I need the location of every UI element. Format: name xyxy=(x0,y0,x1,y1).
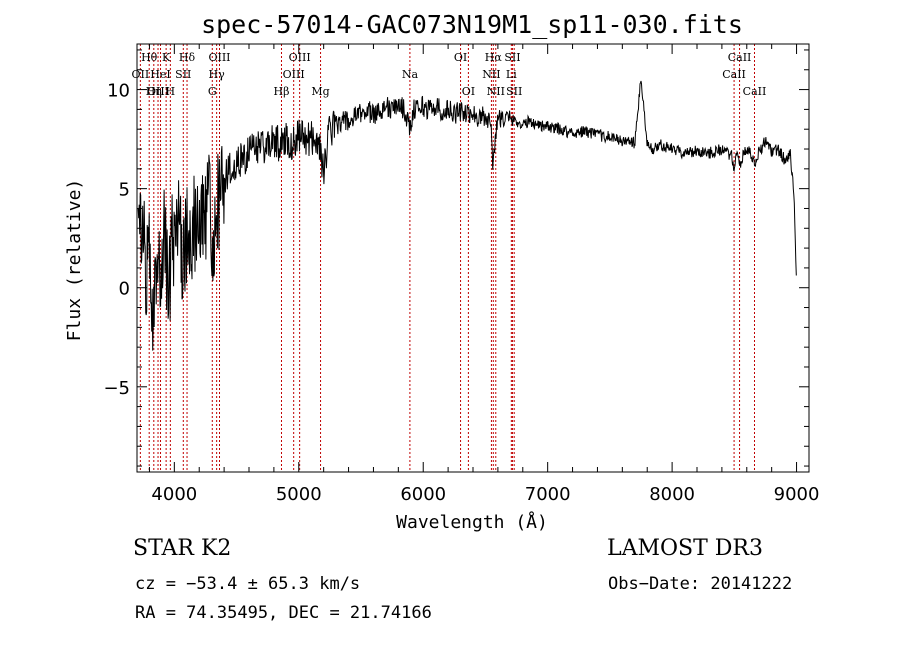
spectral-line-label-4: K xyxy=(162,51,171,64)
spectral-line-label-25: CaII xyxy=(728,51,752,64)
spectral-line-label-10: Hγ xyxy=(209,68,226,81)
x-tick-label-6000: 6000 xyxy=(400,484,446,505)
x-tick-label-9000: 9000 xyxy=(774,484,820,505)
y-tick-label-0: −5 xyxy=(103,378,130,399)
spectrum-line xyxy=(137,80,797,351)
spectral-line-label-2: Hη xyxy=(146,85,162,98)
spectral-line-label-22: SII xyxy=(504,51,520,64)
spectral-line-label-16: Na xyxy=(402,68,419,81)
axis-ticks xyxy=(137,44,809,472)
spectral-line-label-18: OI xyxy=(462,85,475,98)
spectral-line-label-5: H xyxy=(166,85,176,98)
spectral-line-label-12: Hβ xyxy=(274,85,290,98)
spectral-line-label-1: OII xyxy=(132,68,150,81)
chart-title: spec-57014-GAC073N19M1_sp11-030.fits xyxy=(201,10,743,39)
spectral-line-label-6: HeI xyxy=(150,68,170,81)
spectrum-series xyxy=(137,80,797,351)
redshift-readout: cz = −53.4 ± 65.3 km/s xyxy=(135,574,361,594)
x-tick-label-4000: 4000 xyxy=(151,484,197,505)
y-tick-label-2: 5 xyxy=(119,180,130,201)
spectral-line-label-23: Li xyxy=(506,68,517,81)
spectral-line-label-17: OI xyxy=(454,51,467,64)
axis-tick-labels: 4000 5000 6000 7000 8000 9000 −5 0 5 10 xyxy=(103,81,819,505)
x-axis-label: Wavelength (Å) xyxy=(396,511,548,533)
sky-coordinates: RA = 74.35495, DEC = 21.74166 xyxy=(135,603,432,623)
spectral-line-label-15: Mg xyxy=(311,85,329,98)
spectral-line-label-9: OIII xyxy=(208,51,230,64)
observation-date: Obs−Date: 20141222 xyxy=(608,574,793,594)
spectral-line-label-0: Hθ xyxy=(141,51,158,64)
spectral-line-label-19: Hα xyxy=(485,51,503,64)
spectral-line-label-11: G xyxy=(208,85,217,98)
spectral-line-label-14: OIII xyxy=(283,68,305,81)
y-tick-label-3: 10 xyxy=(107,81,130,102)
spectral-line-label-27: CaII xyxy=(743,85,767,98)
spectral-line-label-26: CaII xyxy=(722,68,746,81)
object-class: STAR K2 xyxy=(133,536,232,561)
spectral-line-label-7: SII xyxy=(175,68,191,81)
spectral-line-label-3: OIII xyxy=(147,85,169,98)
y-axis-label: Flux (relative) xyxy=(64,179,85,342)
x-tick-label-8000: 8000 xyxy=(649,484,695,505)
spectral-line-label-8: Hδ xyxy=(179,51,196,64)
plot-frame xyxy=(136,43,810,473)
x-tick-label-5000: 5000 xyxy=(276,484,322,505)
spectral-line-label-24: SII xyxy=(506,85,522,98)
spectral-line-label-13: OIII xyxy=(289,51,311,64)
survey-release: LAMOST DR3 xyxy=(607,536,763,561)
spectral-line-label-21: NII xyxy=(487,85,505,98)
spectral-line-markers xyxy=(139,44,755,472)
x-tick-label-7000: 7000 xyxy=(525,484,571,505)
spectral-line-label-20: NII xyxy=(482,68,500,81)
y-tick-label-1: 0 xyxy=(119,279,130,300)
